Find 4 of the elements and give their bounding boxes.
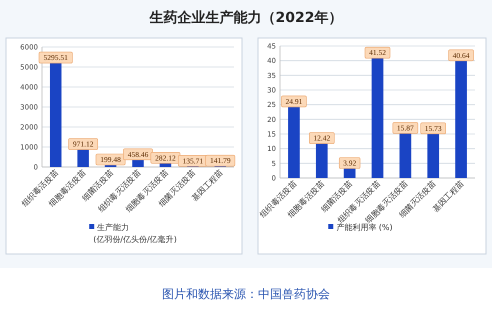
legend-label: 产能利用率 (%) <box>336 223 393 232</box>
chart-title: 生药企业生产能力（2022年） <box>148 9 342 26</box>
legend-label: 生产能力 (亿羽份/亿头份/亿毫升) <box>93 223 177 244</box>
text: 图片和数据来源：中国兽药协会 <box>162 287 330 301</box>
